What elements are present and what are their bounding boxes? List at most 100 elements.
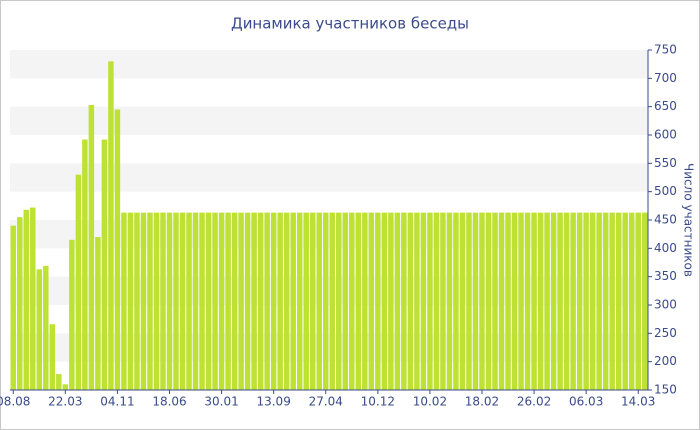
y-tick-label: 400 <box>654 241 677 255</box>
bar <box>277 212 283 390</box>
bar <box>316 212 322 390</box>
bar <box>264 212 270 390</box>
bar <box>485 212 492 390</box>
bar <box>531 212 537 390</box>
x-tick-label: 22.03 <box>48 395 82 409</box>
bar <box>329 212 335 390</box>
bar <box>570 212 576 390</box>
bar <box>557 212 563 390</box>
y-axis-label: Число участников <box>682 163 696 277</box>
bar <box>108 61 114 390</box>
bar <box>342 212 349 390</box>
bar <box>205 212 212 390</box>
x-tick-label: 30.01 <box>204 395 238 409</box>
bar <box>446 212 453 390</box>
bar <box>88 104 95 390</box>
y-tick-label: 700 <box>654 71 677 85</box>
bar <box>218 212 225 390</box>
bar <box>166 212 173 390</box>
bar <box>69 239 75 390</box>
bar <box>544 212 550 390</box>
bar <box>114 109 121 390</box>
chart-title: Динамика участников беседы <box>231 15 469 33</box>
bar <box>375 212 381 390</box>
x-tick-label: 26.02 <box>517 395 551 409</box>
bar <box>407 212 414 390</box>
bar <box>296 212 303 390</box>
y-tick-label: 350 <box>654 269 677 283</box>
bar <box>537 212 544 390</box>
bar <box>153 212 160 390</box>
bar <box>505 212 511 390</box>
bar <box>492 212 498 390</box>
bar <box>23 209 30 390</box>
bar <box>420 212 427 390</box>
y-tick-label: 250 <box>654 326 677 340</box>
bar <box>17 217 23 390</box>
bar <box>589 212 596 390</box>
bar <box>173 212 179 390</box>
bar <box>336 212 342 390</box>
y-tick-label: 600 <box>654 128 677 142</box>
bar <box>140 212 147 390</box>
x-tick-label: 06.03 <box>569 395 603 409</box>
x-tick-label: 14.03 <box>621 395 655 409</box>
bar <box>622 212 628 390</box>
bar <box>95 237 101 390</box>
bar <box>309 212 316 390</box>
x-tick-label: 04.11 <box>100 395 134 409</box>
x-tick-label: 18.02 <box>465 395 499 409</box>
bar <box>401 212 407 390</box>
bar <box>518 212 524 390</box>
bar <box>186 212 192 390</box>
bar <box>355 212 362 390</box>
bar <box>427 212 433 390</box>
bar <box>524 212 531 390</box>
x-tick-label: 10.02 <box>413 395 447 409</box>
bar <box>270 212 277 390</box>
x-tick-label: 08.08 <box>0 395 30 409</box>
y-tick-label: 200 <box>654 354 677 368</box>
grid-band <box>10 106 648 135</box>
bar <box>49 324 56 390</box>
bar <box>199 212 205 390</box>
bar <box>147 212 153 390</box>
bar <box>498 212 505 390</box>
bar <box>212 212 218 390</box>
bar <box>635 212 641 390</box>
y-tick-label: 550 <box>654 156 677 170</box>
bar <box>615 212 622 390</box>
bar <box>550 212 557 390</box>
bar <box>283 212 290 390</box>
bar <box>596 212 602 390</box>
y-tick-label: 450 <box>654 213 677 227</box>
x-tick-label: 10.12 <box>361 395 395 409</box>
y-tick-label: 300 <box>654 298 677 312</box>
bar <box>349 212 355 390</box>
bar <box>160 212 166 390</box>
bar <box>36 269 43 390</box>
bar <box>609 212 615 390</box>
bar <box>75 174 82 390</box>
bar <box>127 212 134 390</box>
grid-band <box>10 50 648 79</box>
bar <box>433 212 440 390</box>
bar <box>323 212 329 390</box>
bar <box>602 212 609 390</box>
bar <box>479 212 485 390</box>
bar <box>121 212 127 390</box>
bar <box>453 212 459 390</box>
bar <box>511 212 518 390</box>
y-tick-label: 650 <box>654 99 677 113</box>
bar <box>381 212 388 390</box>
bar <box>576 212 583 390</box>
bar <box>10 225 16 390</box>
bar <box>192 212 199 390</box>
bar <box>179 212 186 390</box>
bar <box>238 212 244 390</box>
bar <box>472 212 479 390</box>
x-tick-label: 13.09 <box>256 395 290 409</box>
bar <box>466 212 472 390</box>
bar <box>30 207 36 390</box>
